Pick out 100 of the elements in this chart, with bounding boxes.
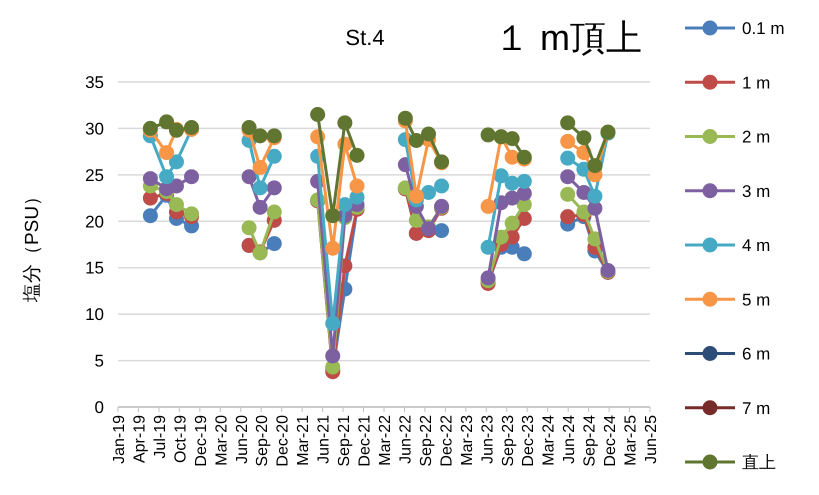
legend-label: 0.1 m (742, 19, 785, 38)
x-tick-label: Jun-24 (561, 414, 578, 464)
point (168, 154, 184, 170)
point (576, 130, 592, 146)
x-tick-label: Jun-20 (234, 414, 251, 464)
legend-label: 5 m (742, 290, 770, 310)
point (408, 188, 424, 204)
x-tick-label: Jun-22 (397, 414, 414, 464)
point (325, 208, 340, 224)
point (325, 240, 340, 256)
x-tick-label: Oct-19 (172, 414, 190, 464)
y-tick-label: 10 (85, 305, 104, 324)
point (434, 178, 450, 194)
point (159, 169, 174, 184)
point (560, 134, 576, 149)
point (252, 200, 268, 215)
x-tick-label: Jan-19 (111, 414, 128, 464)
point (325, 348, 340, 364)
x-tick-label: Mar-20 (213, 414, 230, 466)
x-tick-label: Jun-21 (316, 414, 333, 464)
point (159, 145, 174, 160)
x-tick-label: Sep-24 (582, 414, 599, 467)
point (560, 150, 576, 166)
point (560, 169, 576, 184)
point (434, 223, 450, 238)
point (142, 208, 158, 224)
point (266, 148, 282, 164)
point (587, 188, 602, 204)
x-tick-label: Jun-23 (479, 414, 496, 464)
legend-label: 2 m (742, 128, 770, 146)
y-tick-label: 0 (94, 398, 104, 417)
x-tick-label: Sep-20 (254, 414, 272, 467)
x-tick-label: Dec-24 (602, 414, 620, 467)
point (480, 240, 496, 255)
legend-label: 7 m (742, 398, 770, 418)
y-tick-label: 25 (85, 166, 104, 185)
x-tick-label: Dec-19 (192, 414, 210, 467)
point (242, 169, 257, 184)
x-tick-label: Dec-23 (520, 414, 538, 467)
chart-title: St.4 (345, 25, 385, 50)
point (408, 133, 424, 148)
legend-label: 6 m (742, 344, 770, 364)
point (184, 169, 200, 184)
point (516, 186, 532, 201)
x-tick-label: Sep-21 (336, 414, 354, 467)
point (504, 190, 520, 206)
point (252, 180, 268, 196)
point (560, 115, 576, 130)
y-axis-title: 塩分（PSU） (22, 186, 43, 304)
point (398, 110, 413, 126)
point (516, 246, 532, 262)
point (325, 316, 340, 331)
point (184, 206, 200, 222)
point (504, 216, 520, 231)
point (560, 186, 576, 202)
x-tick-label: Mar-21 (295, 414, 312, 466)
point (516, 174, 532, 189)
point (252, 160, 268, 175)
x-tick-label: Jul-19 (152, 414, 169, 459)
x-tick-label: Sep-22 (418, 414, 435, 467)
point (350, 178, 365, 194)
y-tick-label: 5 (94, 352, 104, 371)
y-tick-label: 20 (85, 212, 104, 232)
point (159, 114, 174, 130)
point (168, 197, 184, 212)
point (142, 171, 158, 186)
point (421, 185, 436, 200)
point (266, 204, 282, 220)
x-tick-label: Mar-24 (540, 414, 558, 466)
point (337, 115, 352, 130)
point (310, 107, 326, 122)
legend-label: 1 m (742, 73, 770, 92)
legend-label: 3 m (742, 182, 770, 201)
x-tick-label: Sep-23 (500, 414, 517, 467)
point (266, 236, 282, 252)
x-tick-label: Mar-23 (458, 414, 476, 466)
point (504, 176, 520, 191)
legend-label: 4 m (742, 236, 770, 255)
point (421, 126, 436, 142)
x-tick-label: Mar-22 (377, 414, 394, 466)
x-tick-label: Dec-20 (274, 414, 292, 467)
legend-label: 直上 (742, 453, 776, 472)
point (587, 158, 602, 174)
y-tick-label: 35 (85, 73, 104, 92)
point (480, 127, 496, 142)
point (350, 148, 365, 163)
point (560, 209, 576, 224)
y-tick-label: 15 (85, 258, 104, 278)
point (242, 220, 257, 236)
point (252, 128, 268, 144)
x-tick-label: Apr-19 (131, 414, 148, 464)
x-tick-label: Jun-25 (643, 414, 660, 464)
point (480, 198, 496, 214)
x-tick-label: Mar-25 (622, 414, 640, 466)
y-tick-label: 30 (85, 119, 104, 138)
point (587, 200, 602, 216)
point (266, 180, 282, 196)
point (480, 270, 496, 286)
point (504, 131, 520, 146)
x-tick-label: Dec-22 (438, 414, 456, 467)
